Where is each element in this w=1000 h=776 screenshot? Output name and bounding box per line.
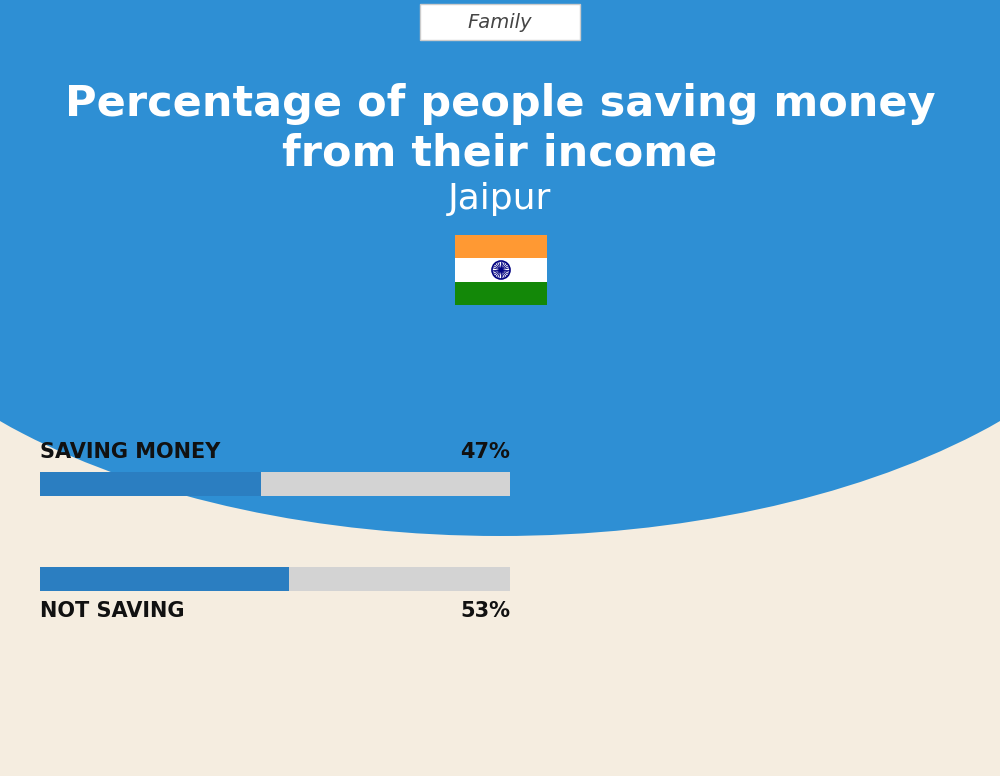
Text: Family: Family (468, 12, 532, 32)
Bar (455, 258, 547, 282)
Text: Jaipur: Jaipur (448, 182, 552, 216)
Circle shape (499, 268, 503, 272)
Text: 47%: 47% (460, 442, 510, 462)
Bar (0, 0, 1000, 236)
Text: 53%: 53% (460, 601, 510, 621)
Bar (455, 235, 547, 258)
Bar (40, 567, 289, 591)
Text: from their income: from their income (282, 133, 718, 175)
Ellipse shape (0, 0, 1000, 536)
Text: NOT SAVING: NOT SAVING (40, 601, 184, 621)
FancyBboxPatch shape (420, 4, 580, 40)
Bar (455, 282, 547, 305)
Bar (40, 472, 261, 496)
Bar (40, 472, 510, 496)
Bar (40, 567, 510, 591)
Text: SAVING MONEY: SAVING MONEY (40, 442, 220, 462)
Text: Percentage of people saving money: Percentage of people saving money (65, 83, 935, 125)
